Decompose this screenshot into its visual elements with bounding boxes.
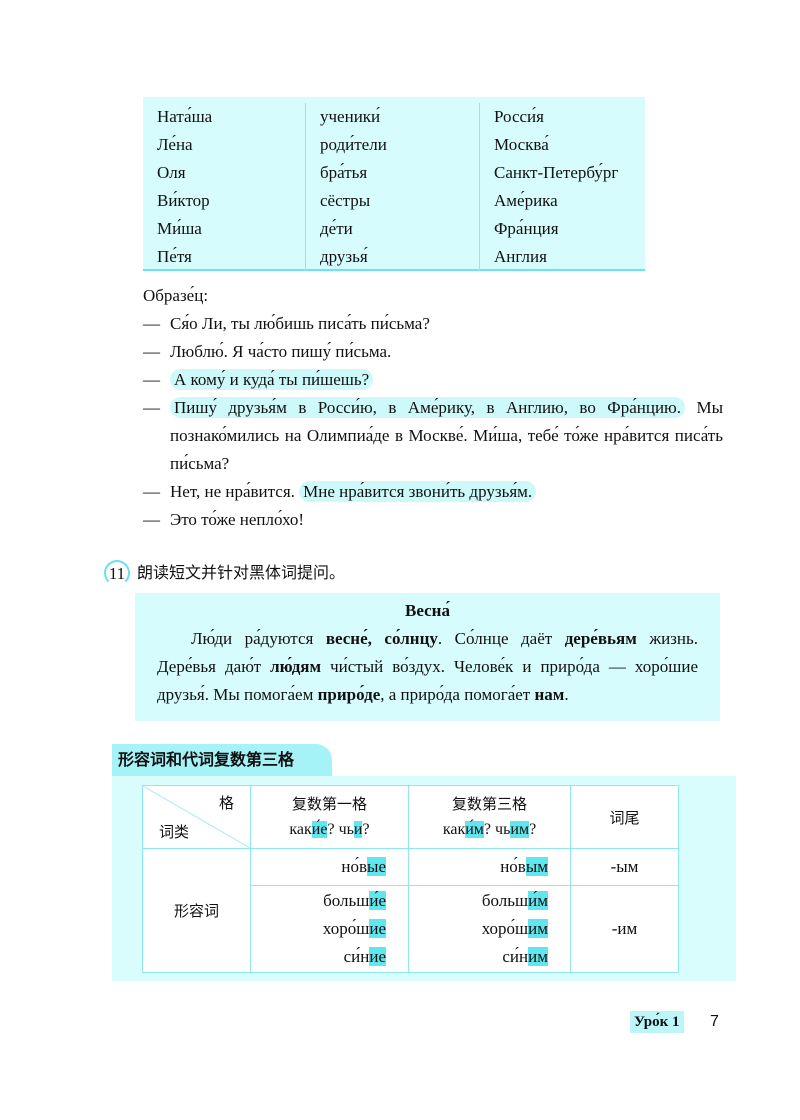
text-title: Весна́ xyxy=(405,601,450,620)
corner-cell: 格 词类 xyxy=(142,785,251,849)
dialogue-text: Это то́же непло́хо! xyxy=(170,510,305,529)
header-question: каки́м? чьим? xyxy=(442,821,537,838)
header-question: каки́е? чьи? xyxy=(289,821,370,838)
bold-word: весне́, со́лнцу xyxy=(325,629,438,648)
dash: — xyxy=(143,482,160,501)
dialogue-line: — А кому́ и куда́ ты пи́шешь? xyxy=(143,366,723,394)
dash: — xyxy=(143,510,160,529)
header-title: 复数第三格 xyxy=(451,795,527,813)
text-paragraph: Лю́ди ра́дуются весне́, со́лнцу. Со́лнце… xyxy=(157,625,698,709)
text-segment: . Со́лнце даёт xyxy=(437,629,565,648)
name-cell: Ле́на xyxy=(157,135,193,154)
name-cell: Ната́ша xyxy=(157,107,213,126)
sample-label: Образе́ц: xyxy=(143,286,209,305)
highlighted-answer: Мне нра́вится звони́ть друзья́м. xyxy=(299,481,537,502)
text-segment: . xyxy=(564,685,569,704)
dash: — xyxy=(143,342,160,361)
nominative-form: но́вые xyxy=(250,848,409,886)
name-cell: Ми́ша xyxy=(157,219,202,238)
highlighted-question: А кому́ и куда́ ты пи́шешь? xyxy=(170,369,374,390)
corner-bottom-label: 词类 xyxy=(159,823,190,841)
dash: — xyxy=(143,314,160,333)
corner-top-label: 格 xyxy=(218,794,234,812)
people-cell: друзья́ xyxy=(320,247,368,266)
place-cell: Санкт-Петербу́рг xyxy=(494,163,619,182)
bold-word: нам xyxy=(534,685,565,704)
people-cell: ученики́ xyxy=(320,107,381,126)
place-cell: Росси́я xyxy=(494,107,544,126)
people-cell: роди́тели xyxy=(320,135,387,154)
dialogue-line: — Люблю́. Я ча́сто пишу́ пи́сьма. xyxy=(143,338,723,366)
exercise-instruction: 朗读短文并针对黑体词提问。 xyxy=(137,563,346,582)
place-cell: Аме́рика xyxy=(494,191,558,210)
text-segment: Лю́ди ра́дуются xyxy=(191,629,326,648)
dialogue-line: — Ся́о Ли, ты лю́бишь писа́ть пи́сьма? xyxy=(143,310,723,338)
place-cell: Англия xyxy=(494,247,547,266)
place-cell: Фра́нция xyxy=(494,219,559,238)
exercise-number: 11 xyxy=(104,560,130,586)
header-dative: 复数第三格 каки́м? чьим? xyxy=(408,785,571,849)
reading-text-box: Весна́ Лю́ди ра́дуются весне́, со́лнцу. … xyxy=(135,593,720,721)
place-cell: Москва́ xyxy=(494,135,549,154)
places-column: Росси́я Москва́ Санкт-Петербу́рг Аме́рик… xyxy=(479,103,645,271)
ending: -ым xyxy=(570,848,679,886)
names-table: Ната́ша Ле́на Оля Ви́ктор Ми́ша Пе́тя уч… xyxy=(143,97,645,271)
dative-forms: больши́м хоро́шим си́ним xyxy=(408,885,571,973)
header-nominative: 复数第一格 каки́е? чьи? xyxy=(250,785,409,849)
bold-word: лю́дям xyxy=(270,657,322,676)
highlighted-answer: Пишу́ друзья́м в Росси́ю, в Аме́рику, в … xyxy=(170,397,686,418)
dialogue-text: Нет, не нра́вится. xyxy=(170,482,300,501)
names-column: Ната́ша Ле́на Оля Ви́ктор Ми́ша Пе́тя xyxy=(143,103,212,271)
text-segment: жизнь. Дере́вья даю́т xyxy=(157,629,698,676)
nominative-forms: больши́е хоро́шие си́ние xyxy=(250,885,409,973)
grammar-table: 格 词类 复数第一格 каки́е? чьи? 复数第三格 каки́м? чьим… xyxy=(142,785,679,973)
bold-word: дере́вьям xyxy=(564,629,637,648)
people-cell: сёстры xyxy=(320,191,371,210)
header-title: 复数第一格 xyxy=(291,795,367,813)
lesson-label: Уро́к 1 xyxy=(630,1011,684,1033)
people-cell: де́ти xyxy=(320,219,353,238)
dash: — xyxy=(143,398,160,417)
header-ending: 词尾 xyxy=(570,785,679,849)
people-column: ученики́ роди́тели бра́тья сёстры де́ти … xyxy=(305,103,477,271)
row-label: 形容词 xyxy=(142,848,251,973)
bold-word: приро́де xyxy=(317,685,381,704)
dash: — xyxy=(143,370,160,389)
text-segment: , а приро́да помога́ет xyxy=(380,685,535,704)
name-cell: Пе́тя xyxy=(157,247,192,266)
dative-form: но́вым xyxy=(408,848,571,886)
dialogue-line: — Это то́же непло́хо! xyxy=(143,506,723,534)
people-cell: бра́тья xyxy=(320,163,368,182)
name-cell: Оля xyxy=(157,163,186,182)
ending: -им xyxy=(570,885,679,973)
name-cell: Ви́ктор xyxy=(157,191,210,210)
dialogue-text: Мы познако́мились на Олимпиа́де в Москве… xyxy=(170,398,723,473)
dialogue-line: — Пишу́ друзья́м в Росси́ю, в Аме́рику, в… xyxy=(143,394,723,478)
dialogue-line: — Нет, не нра́вится. Мне нра́вится звони́… xyxy=(143,478,723,506)
dialogue-text: Ся́о Ли, ты лю́бишь писа́ть пи́сьма? xyxy=(170,314,430,333)
dialogue-text: Люблю́. Я ча́сто пишу́ пи́сьма. xyxy=(170,342,392,361)
page-number: 7 xyxy=(710,1013,719,1030)
grammar-section-title: 形容词和代词复数第三格 xyxy=(112,744,332,776)
text-segment: чи́стый во́здух. Челове́к и приро́да — х… xyxy=(157,657,698,704)
